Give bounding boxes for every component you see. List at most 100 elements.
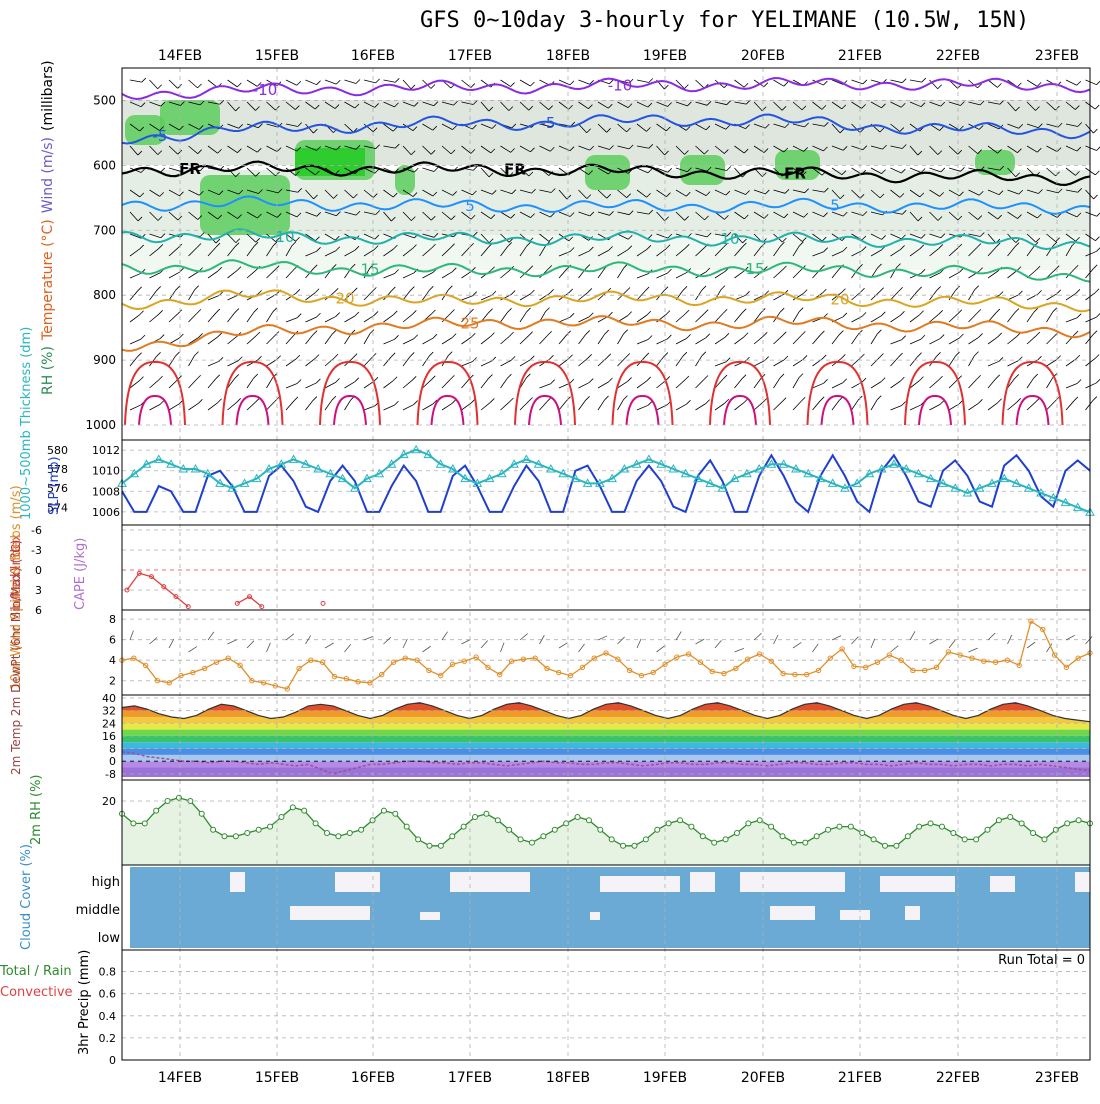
wind-barb-flag — [919, 310, 924, 316]
rh-point — [221, 833, 228, 840]
wind-barb — [851, 145, 864, 151]
wind-barb-flag — [724, 333, 730, 338]
wind-barb — [734, 336, 745, 345]
wind-barb-flag — [156, 352, 161, 357]
wind-barb — [870, 211, 883, 216]
wind-barb — [578, 357, 588, 367]
wind-barb-flag — [413, 102, 419, 107]
y-tick-label: 16 — [102, 730, 116, 743]
wind-barb-flag — [625, 353, 631, 358]
date-label-bottom: 23FEB — [1035, 1070, 1079, 1086]
thickness-point — [411, 444, 421, 454]
wind-barb — [870, 638, 876, 649]
wind-barb-flag — [879, 193, 885, 199]
wind-barb — [1026, 145, 1038, 153]
wind-barb — [656, 167, 668, 173]
wind-barb — [383, 404, 395, 411]
wind-barb-flag — [510, 356, 516, 361]
wind-barb — [597, 333, 606, 345]
wind-barb — [714, 378, 724, 389]
wind-barb-flag — [157, 216, 163, 221]
wind-barb — [987, 233, 997, 244]
wind-barb — [929, 379, 939, 389]
wind-barb-flag — [1055, 105, 1060, 111]
thickness-point — [239, 478, 250, 487]
temp-color-band — [122, 704, 1090, 711]
wind-barb — [831, 211, 844, 217]
wind-barb-flag — [979, 232, 985, 237]
wind-barb-flag — [1056, 147, 1062, 152]
rh-point — [198, 810, 205, 817]
hot-contour-inner — [1015, 395, 1050, 426]
wind-barb-flag — [432, 125, 438, 131]
wind-barb-flag — [648, 209, 654, 215]
wind-barb-flag — [609, 211, 614, 216]
lifted-index-point — [161, 584, 167, 590]
wind-barb — [636, 189, 647, 198]
wind-barb-flag — [297, 188, 303, 193]
wind-barb-flag — [1052, 241, 1058, 247]
rh-point — [597, 826, 604, 833]
wind-barb — [578, 334, 587, 345]
contour-label: -10 — [608, 76, 633, 94]
wind-speed-point — [886, 652, 893, 658]
wind-barb — [753, 189, 766, 195]
wind-barb — [500, 312, 508, 323]
wind-barb — [441, 271, 453, 279]
wind-barb — [812, 79, 824, 86]
wind-barb-flag — [235, 106, 240, 112]
wind-barb — [714, 123, 726, 130]
wind-barb-flag — [528, 265, 534, 271]
wind-barb — [714, 361, 727, 367]
y-tick-label-left: 578 — [47, 463, 68, 476]
wind-barb-flag — [179, 125, 184, 131]
wind-barb — [422, 355, 430, 367]
wind-barb — [792, 101, 803, 111]
wind-barb-flag — [196, 243, 202, 248]
cloud-clear-patch — [840, 910, 870, 920]
wind-barb-flag — [959, 125, 964, 131]
wind-barb-flag — [237, 82, 242, 88]
contour-label: -5 — [153, 127, 168, 145]
thickness-point — [521, 454, 532, 463]
wind-barb — [968, 79, 978, 89]
wind-barb-flag — [549, 355, 554, 360]
wind-barb-flag — [725, 357, 731, 362]
wind-barb-flag — [258, 189, 263, 194]
wind-barb-flag — [725, 124, 731, 130]
thickness-point — [202, 468, 213, 478]
wind-barb-flag — [352, 353, 358, 358]
wind-barb-flag — [724, 215, 729, 220]
wind-barb — [1046, 101, 1056, 111]
wind-barb-flag — [238, 189, 244, 195]
wind-barb — [870, 167, 882, 174]
wind-barb-flag — [1096, 378, 1100, 384]
wind-barb — [168, 403, 180, 411]
wind-barb-flag — [528, 171, 534, 177]
wind-barb — [305, 123, 314, 134]
thickness-point — [496, 468, 507, 478]
wind-barb — [441, 379, 451, 389]
wind-barb-flag — [959, 333, 964, 339]
wind-barb — [168, 271, 180, 279]
wind-barb-flag — [779, 373, 785, 379]
wind-barb — [441, 145, 452, 155]
wind-barb — [519, 377, 527, 389]
wind-barb-flag — [158, 375, 163, 381]
wind-barb-flag — [588, 170, 593, 175]
thickness-point — [227, 483, 238, 492]
y-axis-title: 10m Wind Speed & Barbs (m/s) — [9, 485, 24, 690]
wind-barb — [441, 101, 454, 106]
wind-barb — [753, 211, 765, 219]
temp-color-band — [122, 767, 1090, 777]
wind-barb — [402, 404, 414, 411]
wind-barb — [578, 382, 590, 389]
wind-barb — [519, 101, 530, 111]
date-label-top: 14FEB — [158, 48, 202, 64]
wind-barb — [851, 189, 861, 199]
wind-barb — [753, 312, 762, 323]
thickness-point — [276, 459, 287, 468]
rh-point — [608, 836, 615, 843]
wind-barb — [812, 251, 824, 257]
thickness-point — [325, 468, 336, 478]
